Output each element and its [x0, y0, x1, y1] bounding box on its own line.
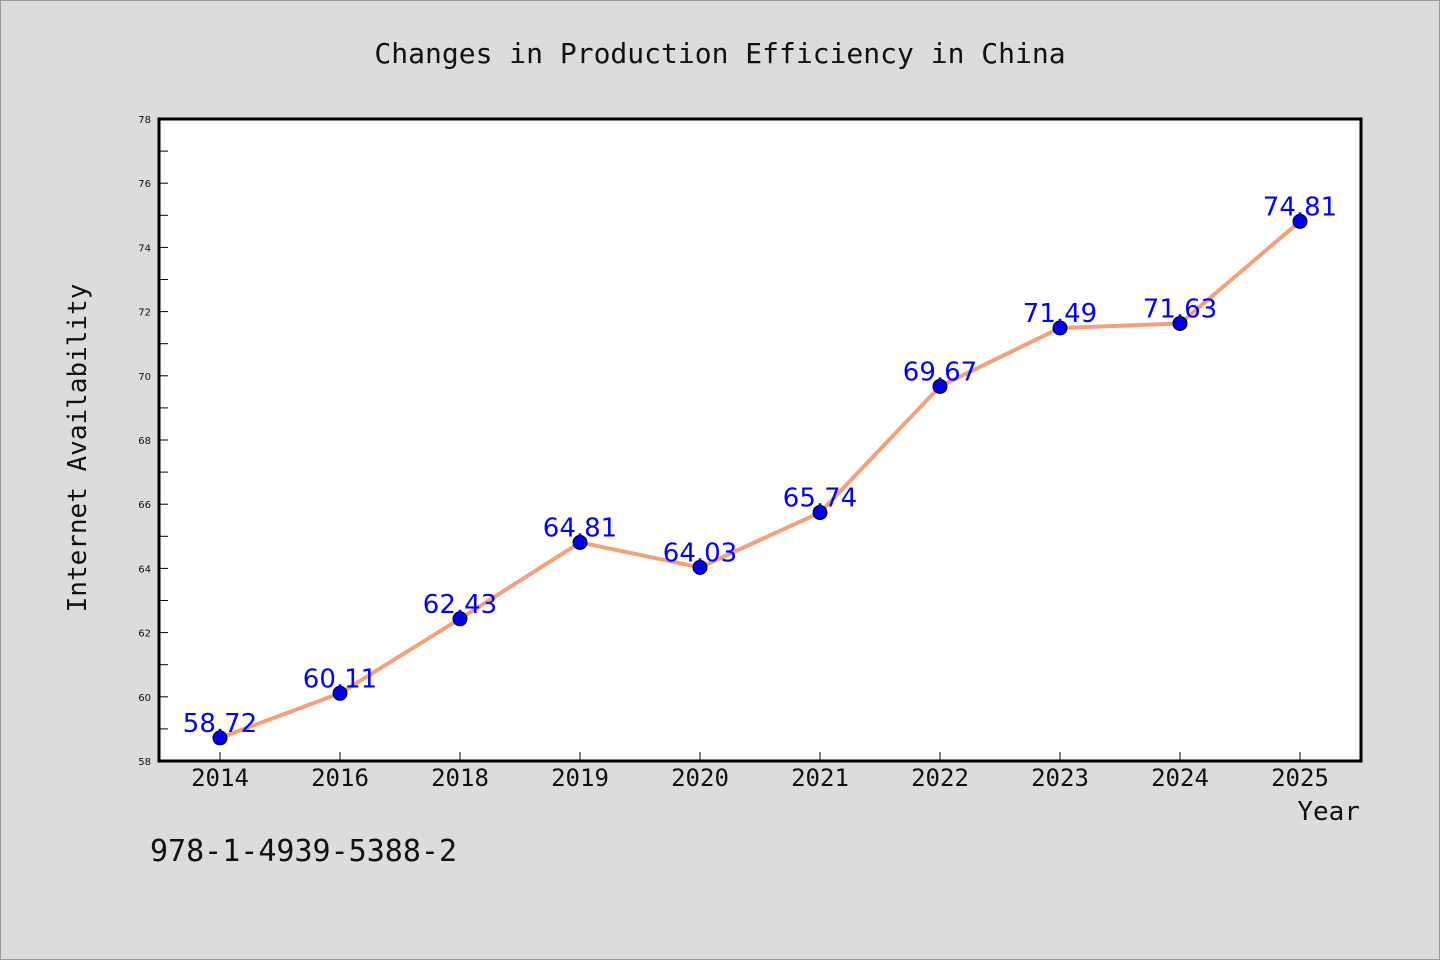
x-tick-label: 2019	[551, 764, 609, 792]
x-tick-label: 2014	[191, 764, 249, 792]
data-label: 71.49	[1023, 299, 1097, 329]
y-tick-label: 60	[138, 693, 151, 704]
data-point	[692, 559, 708, 575]
y-tick-label: 64	[138, 564, 151, 575]
y-axis-label: Internet Availability	[63, 284, 93, 613]
plot-area	[157, 117, 1363, 763]
data-label: 69.67	[903, 357, 977, 387]
data-label: 64.81	[543, 513, 617, 543]
y-tick-label: 66	[138, 500, 151, 511]
chart-title: Changes in Production Efficiency in Chin…	[374, 37, 1065, 70]
data-label: 71.63	[1143, 294, 1217, 324]
x-axis-ticks: 2014 2016 2018 2019 2020 2021 2022 2023 2024 2025	[191, 752, 1329, 792]
y-tick-label: 78	[138, 115, 151, 126]
data-point	[1052, 320, 1068, 336]
x-tick-label: 2025	[1271, 764, 1329, 792]
data-point	[812, 505, 828, 521]
data-label: 60.11	[303, 664, 377, 694]
x-tick-label: 2022	[911, 764, 969, 792]
y-tick-label: 74	[138, 243, 151, 254]
x-tick-label: 2023	[1031, 764, 1089, 792]
x-axis-label: Year	[1297, 797, 1360, 827]
y-tick-label: 62	[138, 629, 151, 640]
x-tick-label: 2024	[1151, 764, 1209, 792]
data-label: 64.03	[663, 538, 737, 568]
data-label: 62.43	[423, 590, 497, 620]
data-point	[1292, 213, 1308, 229]
series-line	[219, 219, 1302, 740]
data-label: 58.72	[183, 709, 257, 739]
y-axis-ticks: 58 60 62 64 66 68 70 72 74 76 78	[138, 115, 168, 768]
x-tick-label: 2020	[671, 764, 729, 792]
data-point	[572, 534, 588, 550]
data-label: 74.81	[1263, 192, 1337, 222]
data-point	[452, 611, 468, 627]
x-tick-label: 2021	[791, 764, 849, 792]
data-point	[212, 730, 228, 746]
data-point	[332, 685, 348, 701]
data-label: 65.74	[783, 484, 857, 514]
y-tick-label: 72	[138, 308, 151, 319]
data-point	[932, 378, 948, 394]
y-tick-label: 68	[138, 436, 151, 447]
y-tick-label: 76	[138, 179, 151, 190]
data-point	[1172, 315, 1188, 331]
series-line-group: 58.72 60.11 62.43 64.81 64.03 65.74 69.67 71.49…	[183, 192, 1337, 746]
x-tick-label: 2016	[311, 764, 369, 792]
x-tick-label: 2018	[431, 764, 489, 792]
y-tick-label: 70	[138, 372, 151, 383]
y-tick-label: 58	[138, 757, 151, 768]
footer-code: 978-1-4939-5388-2	[150, 834, 458, 869]
